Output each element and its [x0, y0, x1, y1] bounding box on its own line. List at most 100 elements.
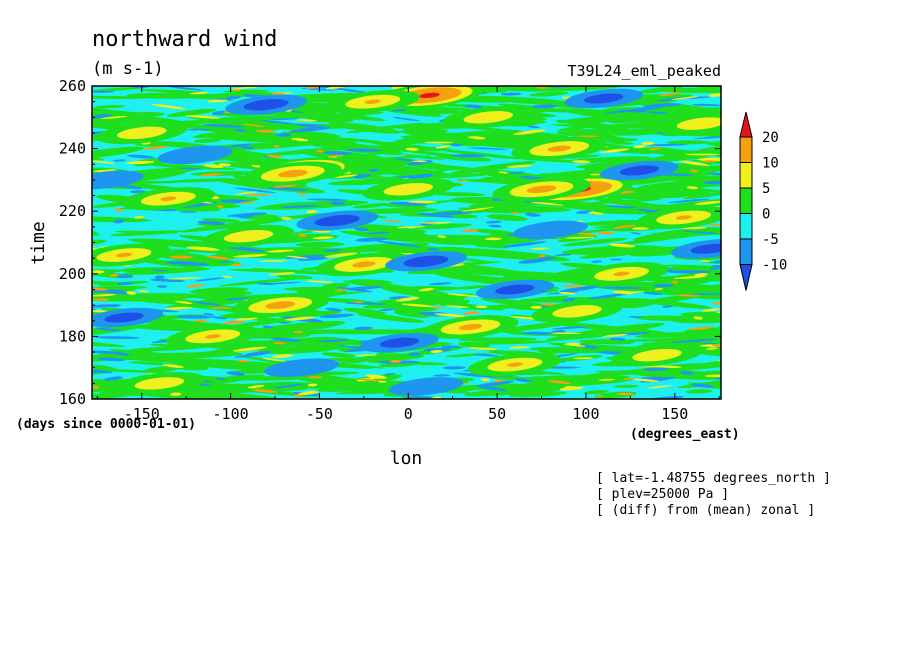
field-streak [666, 140, 709, 145]
field-streak [233, 187, 277, 194]
field-streak [109, 273, 119, 277]
field-streak [164, 86, 205, 91]
field-streak [444, 247, 570, 262]
field-streak [694, 273, 708, 277]
field-streak [555, 253, 572, 256]
field-streak [408, 200, 437, 204]
field-streak [424, 141, 454, 144]
field-streak [402, 154, 445, 160]
field-streak [530, 247, 550, 250]
field-streak [227, 212, 267, 217]
hotspot-level [619, 165, 659, 176]
field-streak [296, 119, 317, 122]
field-streak [305, 280, 334, 283]
field-streak [688, 293, 721, 296]
field-streak [232, 254, 268, 258]
field-streak [457, 341, 491, 348]
x-tick-label: 100 [572, 405, 599, 423]
field-streak [247, 385, 265, 389]
field-streak [518, 375, 631, 381]
field-streak [211, 110, 227, 115]
field-streak [92, 113, 112, 119]
field-streak [354, 227, 369, 232]
field-streak [630, 232, 642, 235]
field-streak [562, 285, 583, 288]
field-hotspot [225, 94, 307, 115]
field-hotspot [264, 358, 340, 378]
field-streak [280, 204, 320, 209]
hotspot-level [223, 229, 274, 243]
field-hotspot [600, 160, 679, 181]
field-streak [92, 176, 93, 179]
field-streak [433, 374, 451, 377]
field-streak [389, 201, 428, 206]
field-streak [717, 322, 721, 328]
field-streak [671, 338, 717, 343]
field-streak [360, 353, 424, 361]
field-streak [327, 178, 405, 186]
hotspot-level [277, 169, 308, 178]
field-streak [92, 311, 118, 319]
field-streak [234, 191, 259, 195]
field-streak [92, 216, 152, 223]
field-streak [551, 326, 589, 330]
hotspot-level [458, 323, 483, 331]
field-streak [208, 307, 233, 309]
field-streak [706, 347, 718, 350]
field-streak [72, 185, 84, 188]
field-streak [423, 347, 452, 352]
field-hotspot [243, 161, 342, 186]
field-streak [697, 189, 721, 193]
field-streak [268, 272, 295, 276]
annotation-lat: [ lat=-1.48755 degrees_north ] [596, 471, 831, 486]
field-streak [723, 172, 734, 176]
field-streak [493, 379, 504, 383]
field-streak [150, 278, 186, 283]
field-hotspot [388, 377, 464, 396]
field-hotspot [231, 293, 330, 318]
field-streak [508, 346, 531, 349]
field-streak [529, 91, 569, 97]
field-streak [218, 277, 306, 287]
field-streak [350, 208, 438, 214]
field-streak [231, 263, 242, 267]
field-streak [92, 131, 108, 137]
field-streak [266, 154, 283, 158]
field-streak [297, 113, 371, 121]
field-streak [643, 367, 669, 372]
field-streak [162, 364, 184, 368]
field-streak [606, 205, 636, 209]
field-streak [298, 390, 319, 396]
field-hotspot [113, 372, 206, 395]
field-streak [300, 150, 387, 162]
field-streak [682, 230, 719, 234]
field-streak [174, 300, 193, 304]
field-hotspot [636, 205, 721, 230]
field-streak [556, 119, 607, 124]
colorbar-segment [739, 136, 753, 163]
field-streak [405, 147, 419, 151]
field-streak [186, 284, 205, 288]
field-streak [382, 219, 403, 223]
y-tick-label: 220 [59, 202, 86, 220]
field-streak [612, 224, 636, 229]
field-streak [203, 313, 215, 316]
field-streak [376, 240, 422, 248]
field-streak [134, 215, 144, 219]
field-streak [305, 86, 321, 89]
field-hotspot [360, 332, 439, 353]
field-streak [735, 391, 745, 394]
field-streak [229, 247, 357, 256]
field-streak [92, 298, 110, 301]
field-streak [64, 288, 83, 291]
chart-units: (m s-1) [92, 59, 164, 79]
field-streak [559, 285, 600, 293]
field-streak [694, 200, 721, 205]
field-streak [453, 372, 497, 378]
field-streak [262, 357, 287, 362]
field-streak [430, 350, 443, 353]
field-streak [432, 306, 443, 309]
field-streak [279, 321, 291, 324]
field-streak [564, 236, 596, 239]
field-hotspot [325, 90, 420, 114]
